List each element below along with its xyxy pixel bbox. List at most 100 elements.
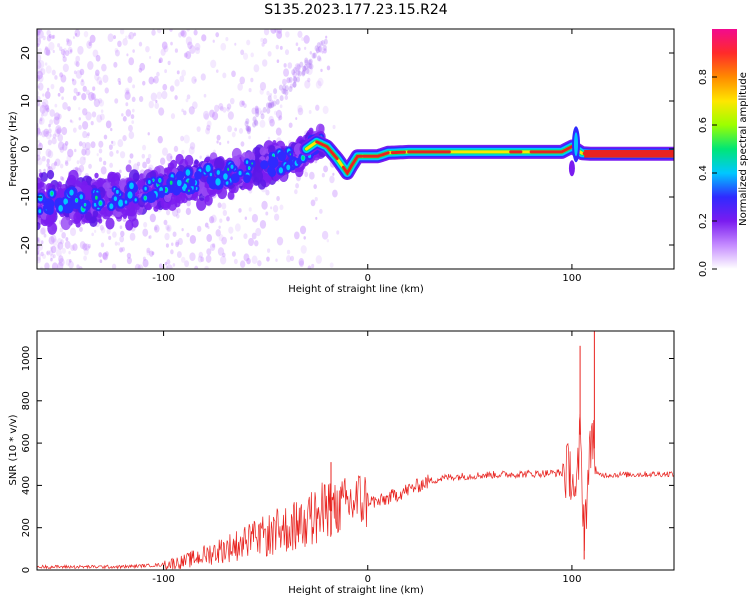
spectrogram-noise-speck xyxy=(260,38,263,43)
spectrogram-noise-speck xyxy=(234,43,236,46)
spectrogram-noise-speck xyxy=(82,108,87,115)
spectrogram-noise-speck xyxy=(239,128,243,134)
spectrogram-noise-speck xyxy=(121,247,125,252)
spectrogram-noise-speck xyxy=(142,145,146,151)
spectrogram-noise-speck xyxy=(166,243,169,247)
spectrogram-energy-blob xyxy=(193,193,199,201)
snr-x-axis-label: Height of straight line (km) xyxy=(288,585,424,596)
spectrogram-noise-speck xyxy=(248,135,251,139)
spectrogram-y-tick-label: -20 xyxy=(19,236,32,254)
spectrogram-noise-speck xyxy=(127,257,132,264)
spectrogram-noise-speck xyxy=(248,238,254,246)
snr-y-tick-label: 800 xyxy=(21,391,32,410)
spectrogram-noise-speck xyxy=(170,42,173,46)
spectrogram-noise-speck xyxy=(288,62,293,68)
spectrogram-noise-speck xyxy=(80,80,84,86)
spectrogram-noise-speck xyxy=(336,230,339,234)
spectrogram-y-tick-label: -10 xyxy=(19,188,32,206)
spectrogram-noise-speck xyxy=(118,78,121,83)
spectrogram-noise-speck xyxy=(76,92,79,96)
spectrogram-noise-speck xyxy=(261,113,265,119)
spectrogram-noise-speck xyxy=(293,76,297,82)
spectrogram-noise-speck xyxy=(57,43,60,47)
spectrogram-noise-speck xyxy=(294,231,300,239)
spectrogram-noise-speck xyxy=(273,205,278,212)
spectrogram-noise-speck xyxy=(227,125,232,132)
spectrogram-noise-speck xyxy=(181,109,184,113)
spectrogram-energy-peak xyxy=(69,189,73,195)
spectrogram-noise-speck xyxy=(268,137,270,140)
spectrogram-energy-spot xyxy=(176,171,184,180)
spectrogram-noise-speck xyxy=(257,260,261,266)
spectrogram-energy-blob xyxy=(194,159,198,164)
spectrogram-noise-speck xyxy=(263,38,267,44)
spectrogram-noise-speck xyxy=(119,170,122,174)
spectrogram-noise-speck xyxy=(262,59,267,66)
spectrogram-noise-speck xyxy=(219,142,221,145)
spectrogram-noise-speck xyxy=(125,91,131,100)
colorbar-tick-label: 0.6 xyxy=(698,117,709,133)
spectrogram-noise-speck xyxy=(181,228,183,231)
spectrogram-noise-speck xyxy=(315,217,317,220)
spectrogram-noise-speck xyxy=(285,85,289,91)
spectrogram-energy-spot xyxy=(231,173,240,183)
spectrogram-noise-speck xyxy=(97,153,99,156)
spectrogram-noise-speck xyxy=(65,237,68,241)
spectrogram-noise-speck xyxy=(160,158,165,165)
spectrogram-noise-speck xyxy=(69,259,72,263)
spectrogram-energy-blob xyxy=(133,173,140,182)
spectrogram-noise-speck xyxy=(148,132,150,135)
spectrogram-noise-speck xyxy=(164,233,169,240)
spectrogram-noise-speck xyxy=(106,120,112,128)
spectrogram-noise-speck xyxy=(52,70,56,76)
spectrogram-noise-speck xyxy=(332,173,334,176)
spectrogram-noise-speck xyxy=(280,95,284,101)
spectrogram-noise-speck xyxy=(255,228,261,236)
spectrogram-noise-speck xyxy=(230,98,235,104)
spectrogram-noise-speck xyxy=(270,206,272,209)
spectrogram-noise-speck xyxy=(187,94,191,99)
spectrogram-noise-speck xyxy=(315,105,319,111)
spectrogram-noise-speck xyxy=(289,86,293,92)
spectrogram-noise-speck xyxy=(130,233,136,241)
spectrogram-noise-speck xyxy=(217,135,221,141)
spectrogram-noise-speck xyxy=(61,127,67,135)
spectrogram-noise-speck xyxy=(266,91,269,96)
spectrogram-noise-speck xyxy=(186,36,192,45)
spectrogram-noise-speck xyxy=(54,112,60,120)
spectrogram-energy-peak xyxy=(286,165,290,171)
spectrogram-noise-speck xyxy=(38,119,42,124)
spectrogram-noise-speck xyxy=(170,85,175,91)
spectrogram-noise-speck xyxy=(232,132,236,138)
spectrogram-noise-speck xyxy=(214,105,219,112)
spectrogram-noise-speck xyxy=(200,257,204,262)
spectrogram-noise-speck xyxy=(161,91,167,99)
spectrogram-noise-speck xyxy=(113,62,117,68)
spectrogram-noise-speck xyxy=(327,239,329,242)
spectrogram-noise-speck xyxy=(82,142,86,148)
spectrogram-noise-speck xyxy=(268,51,272,57)
spectrogram-noise-speck xyxy=(80,241,86,249)
spectrogram-noise-speck xyxy=(274,111,277,115)
spectrogram-noise-speck xyxy=(284,63,287,67)
spectrogram-noise-speck xyxy=(102,75,108,83)
spectrogram-noise-speck xyxy=(157,27,161,33)
spectrogram-noise-speck xyxy=(35,237,40,244)
spectrogram-energy-blob xyxy=(94,173,98,179)
spectrogram-noise-speck xyxy=(65,141,68,146)
spectrogram-noise-speck xyxy=(149,56,151,59)
spectrogram-noise-speck xyxy=(125,102,128,106)
spectrogram-noise-speck xyxy=(139,96,143,102)
spectrogram-energy-peak xyxy=(302,156,305,160)
spectrogram-noise-speck xyxy=(168,61,171,65)
spectrogram-energy-spot xyxy=(268,156,275,164)
spectrogram-noise-speck xyxy=(240,50,244,56)
spectrogram-noise-speck xyxy=(181,70,186,77)
spectrogram-noise-speck xyxy=(273,88,277,94)
spectrogram-noise-speck xyxy=(235,223,241,231)
spectrogram-noise-speck xyxy=(303,236,305,239)
spectrogram-noise-speck xyxy=(162,84,167,91)
spectrogram-noise-speck xyxy=(158,136,163,143)
spectrogram-noise-speck xyxy=(40,252,43,257)
spectrogram-noise-speck xyxy=(57,244,60,248)
